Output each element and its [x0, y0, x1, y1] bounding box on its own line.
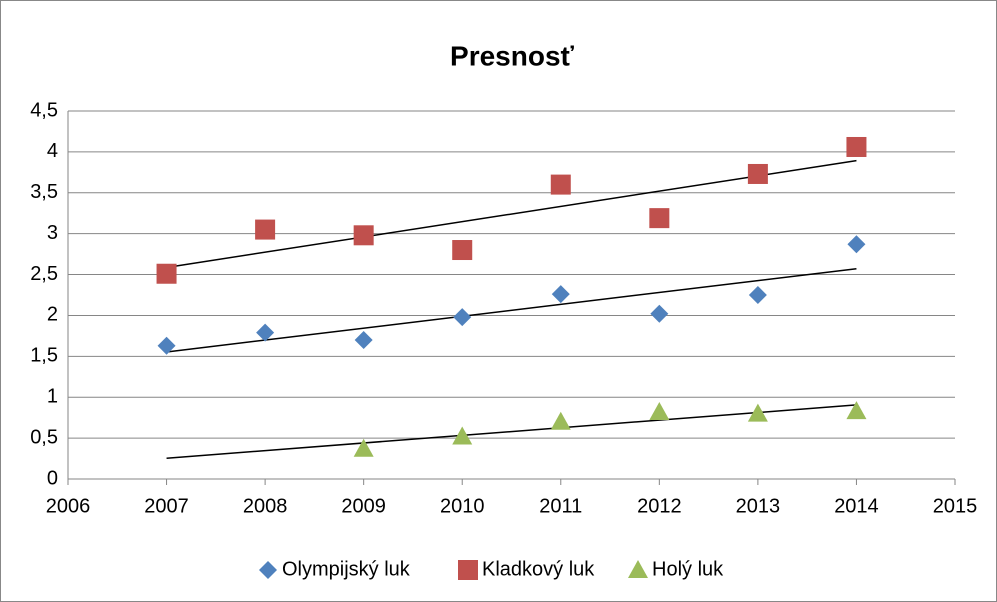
- legend-marker: [458, 560, 478, 580]
- x-tick-label: 2009: [341, 495, 386, 517]
- y-tick-label: 1,5: [30, 345, 58, 367]
- x-tick-label: 2010: [440, 495, 485, 517]
- point: [747, 163, 768, 184]
- point: [452, 426, 473, 445]
- point: [256, 323, 275, 342]
- y-tick-label: 2: [47, 304, 58, 326]
- legend-label: Holý luk: [652, 558, 724, 580]
- legend-label: Olympijský luk: [282, 558, 411, 580]
- trendline: [166, 267, 857, 353]
- x-tick-label: 2008: [243, 495, 288, 517]
- point: [551, 285, 570, 304]
- chart-title: Presnosť: [450, 40, 574, 71]
- y-tick-label: 3,5: [30, 181, 58, 203]
- x-tick-label: 2014: [834, 495, 879, 517]
- y-tick-label: 1: [47, 386, 58, 408]
- point: [255, 219, 276, 240]
- y-tick-label: 4,5: [30, 99, 58, 121]
- point: [156, 263, 177, 284]
- point: [353, 438, 374, 457]
- point: [747, 403, 768, 422]
- point: [846, 401, 867, 420]
- point: [353, 225, 374, 246]
- x-tick-label: 2011: [539, 495, 582, 517]
- point: [354, 330, 373, 349]
- point: [650, 304, 669, 323]
- legend-marker: [259, 561, 277, 579]
- y-tick-label: 3: [47, 222, 58, 244]
- point: [846, 136, 867, 157]
- trendline: [166, 159, 857, 269]
- point: [550, 174, 571, 195]
- point: [847, 235, 866, 254]
- y-tick-label: 4: [47, 140, 58, 162]
- point: [453, 308, 472, 327]
- legend-label: Kladkový luk: [482, 558, 595, 580]
- point: [649, 208, 670, 229]
- y-tick-label: 0,5: [30, 426, 58, 448]
- point: [157, 336, 176, 355]
- legend-marker: [628, 560, 648, 578]
- point: [452, 240, 473, 261]
- trendline: [166, 404, 857, 459]
- y-tick-label: 2,5: [30, 263, 58, 285]
- x-tick-label: 2013: [736, 495, 781, 517]
- x-tick-label: 2012: [637, 495, 682, 517]
- point: [748, 286, 767, 304]
- x-tick-label: 2006: [46, 495, 91, 517]
- point: [649, 401, 670, 420]
- x-tick-label: 2015: [933, 495, 978, 517]
- y-tick-label: 0: [47, 467, 58, 489]
- point: [550, 411, 571, 430]
- x-tick-label: 2007: [144, 495, 189, 517]
